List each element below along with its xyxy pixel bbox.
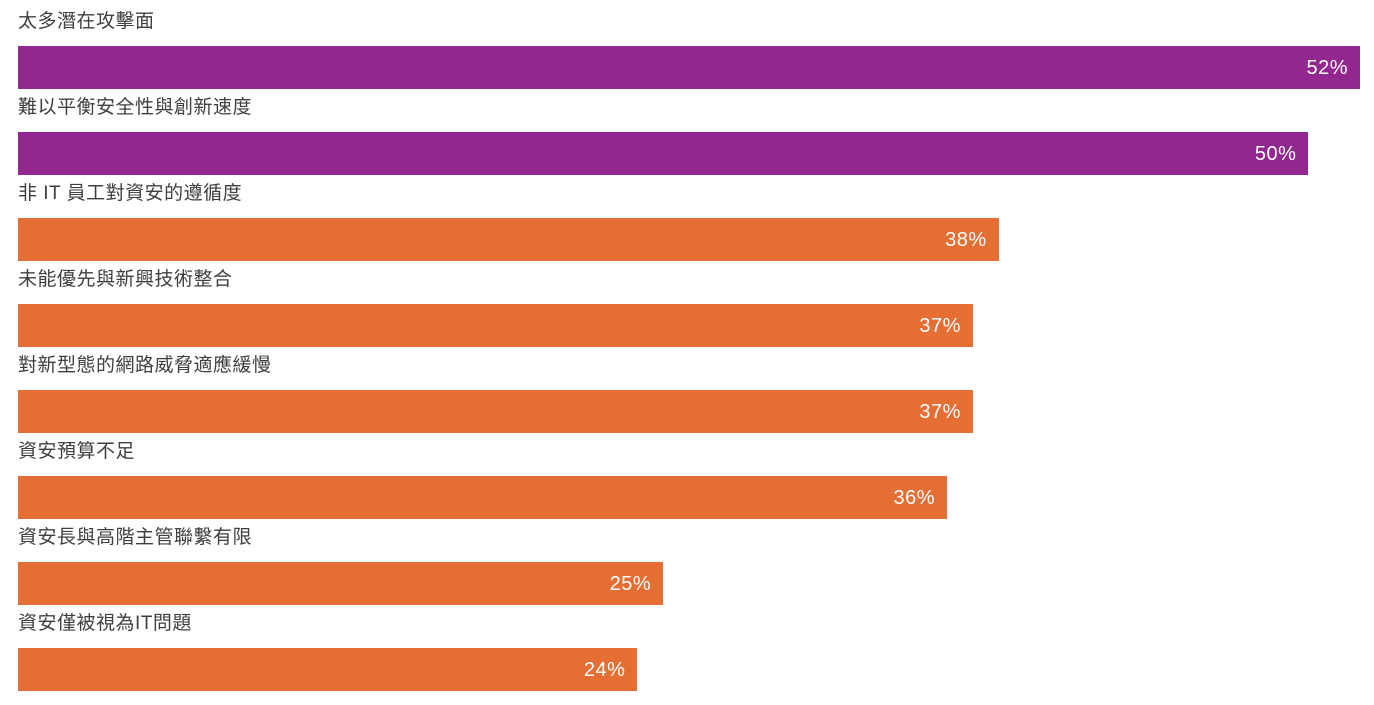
bar-category-label: 資安預算不足 [18, 441, 136, 462]
bar-category-label: 對新型態的網路威脅適應緩慢 [18, 355, 272, 376]
bar-category-label: 非 IT 員工對資安的遵循度 [18, 183, 243, 204]
bar: 36% [18, 476, 948, 519]
bar-track: 37% [18, 304, 1360, 347]
bar-track: 52% [18, 46, 1360, 89]
bar-value-label: 50% [1254, 142, 1297, 165]
bar-track: 36% [18, 476, 1360, 519]
bar-track: 50% [18, 132, 1360, 175]
bar-category-label: 未能優先與新興技術整合 [18, 269, 233, 290]
bar: 38% [18, 218, 999, 261]
bar-row: 資安長與高階主管聯繫有限 25% [18, 524, 1360, 610]
bar-value-label: 37% [919, 314, 961, 337]
bar-row: 難以平衡安全性與創新速度 50% [18, 94, 1360, 180]
bar-value-label: 24% [583, 658, 626, 681]
bar-value-label: 25% [609, 572, 652, 595]
bar-category-label: 太多潛在攻擊面 [18, 11, 155, 32]
bar-value-label: 36% [893, 486, 936, 509]
bar: 37% [18, 304, 973, 347]
bar-row: 資安僅被視為IT問題 24% [18, 610, 1360, 696]
bar-row: 資安預算不足 36% [18, 438, 1360, 524]
bar: 24% [18, 648, 638, 691]
bar-track: 24% [18, 648, 1360, 691]
bar-row: 對新型態的網路威脅適應緩慢 37% [18, 352, 1360, 438]
bar: 37% [18, 390, 973, 433]
bar: 25% [18, 562, 664, 605]
bar-row: 非 IT 員工對資安的遵循度 38% [18, 180, 1360, 266]
bar-track: 38% [18, 218, 1360, 261]
bar: 52% [18, 46, 1360, 89]
bar-value-label: 38% [945, 228, 987, 251]
bar-track: 37% [18, 390, 1360, 433]
bar-row: 未能優先與新興技術整合 37% [18, 266, 1360, 352]
bar-category-label: 難以平衡安全性與創新速度 [18, 97, 253, 118]
bar-row: 太多潛在攻擊面 52% [18, 8, 1360, 94]
bar-track: 25% [18, 562, 1360, 605]
bar-value-label: 52% [1306, 56, 1348, 79]
bar: 50% [18, 132, 1309, 175]
bar-category-label: 資安僅被視為IT問題 [18, 613, 192, 634]
bar-value-label: 37% [919, 400, 961, 423]
bar-category-label: 資安長與高階主管聯繫有限 [18, 527, 253, 548]
